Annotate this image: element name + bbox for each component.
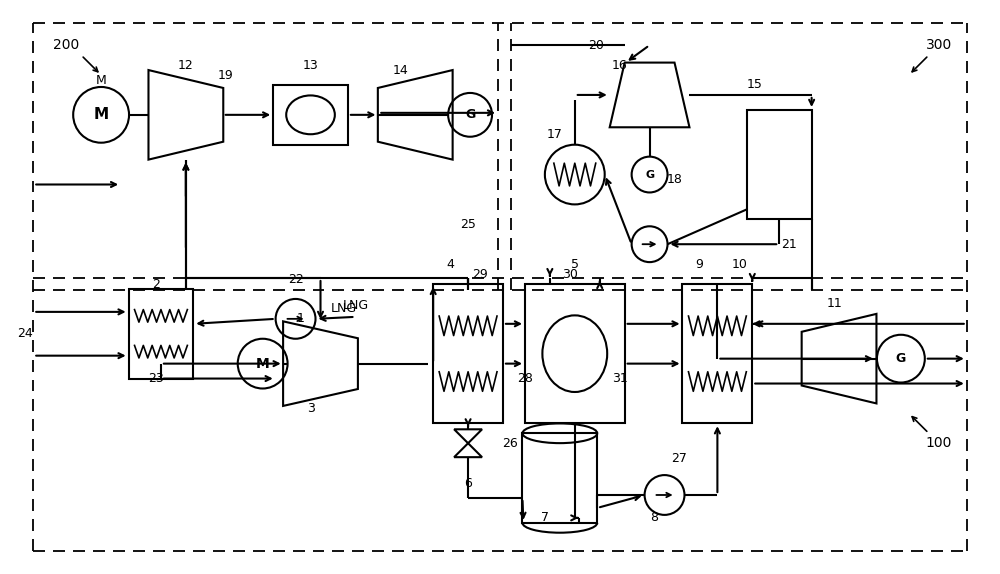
Text: 3: 3 [307,402,314,415]
Text: 14: 14 [392,64,408,76]
Text: 2: 2 [152,277,160,290]
Text: LNG: LNG [342,300,368,312]
Bar [747,110,812,219]
Text: 15: 15 [746,79,762,91]
Bar [129,289,193,379]
Text: 10: 10 [731,258,747,270]
Text: 29: 29 [472,267,488,281]
Text: 8: 8 [651,511,659,525]
Text: 13: 13 [303,59,318,72]
Bar [522,433,597,523]
Text: 21: 21 [781,238,797,251]
Text: M: M [256,356,270,371]
Text: G: G [645,169,654,180]
Text: 28: 28 [517,372,533,385]
Text: G: G [896,352,906,365]
Text: 6: 6 [464,476,472,490]
Text: 19: 19 [218,68,234,82]
Text: 22: 22 [288,273,303,285]
Text: 17: 17 [547,128,563,141]
Bar [273,85,348,145]
Text: 25: 25 [460,218,476,231]
Text: 4: 4 [446,258,454,270]
Text: 24: 24 [17,327,33,340]
Text: 100: 100 [926,436,952,450]
Text: M: M [94,107,109,122]
Bar [433,284,503,424]
Text: 7: 7 [541,511,549,525]
Text: 5: 5 [571,258,579,270]
Text: 16: 16 [612,59,628,72]
Text: 26: 26 [502,437,518,450]
Text: 11: 11 [826,297,842,311]
Text: G: G [465,108,475,121]
Text: LNG: LNG [330,302,356,315]
Text: 27: 27 [672,452,687,465]
Text: 20: 20 [588,38,604,52]
Text: 300: 300 [926,38,952,52]
Bar [682,284,752,424]
Text: 1: 1 [297,312,304,325]
Text: M: M [96,73,106,87]
Text: 30: 30 [562,267,578,281]
Text: 9: 9 [696,258,703,270]
Text: 23: 23 [148,372,164,385]
Text: 200: 200 [53,38,79,52]
Text: 18: 18 [667,173,682,186]
Text: 12: 12 [178,59,194,72]
Text: 31: 31 [612,372,628,385]
Bar [525,284,625,424]
